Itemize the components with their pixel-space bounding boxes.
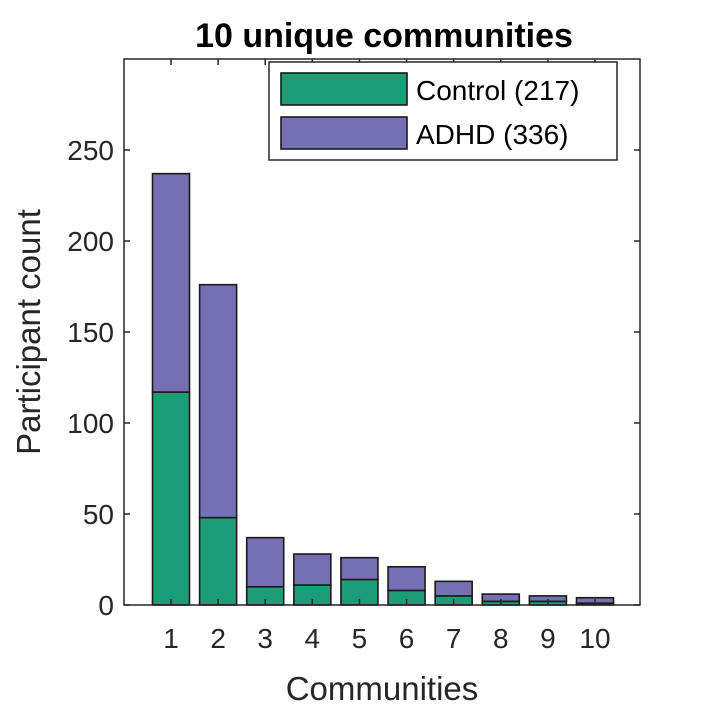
x-tick-label-10: 10 [579, 623, 610, 654]
bar-adhd-7 [434, 580, 473, 597]
bar-adhd-6 [387, 565, 426, 592]
x-tick-label-2: 2 [210, 623, 226, 654]
legend-swatch-control [280, 72, 408, 106]
y-tick-label-250: 250 [67, 135, 114, 166]
x-tick-label-4: 4 [305, 623, 321, 654]
x-tick-label-5: 5 [352, 623, 368, 654]
x-tick-label-1: 1 [163, 623, 179, 654]
bar-adhd-3 [245, 536, 285, 588]
bar-adhd-2 [198, 283, 238, 519]
x-tick-label-6: 6 [399, 623, 415, 654]
x-tick-label-3: 3 [257, 623, 273, 654]
x-tick-label-9: 9 [540, 623, 556, 654]
x-tick-label-7: 7 [446, 623, 462, 654]
y-tick-label-0: 0 [98, 590, 114, 621]
y-tick-label-100: 100 [67, 408, 114, 439]
y-tick-label-200: 200 [67, 226, 114, 257]
legend-label-control: Control (217) [416, 75, 579, 106]
y-axis-label: Participant count [10, 209, 47, 455]
y-tick-label-150: 150 [67, 317, 114, 348]
bar-control-2 [198, 516, 238, 606]
x-axis: 1 2 3 4 5 6 7 8 9 10 [163, 59, 611, 654]
chart-title: 10 unique communities [195, 17, 573, 55]
x-tick-label-8: 8 [493, 623, 509, 654]
bar-adhd-1 [151, 172, 191, 393]
y-tick-label-50: 50 [83, 499, 114, 530]
y-axis: 0 50 100 150 200 250 [67, 135, 640, 621]
legend-label-adhd: ADHD (336) [416, 119, 568, 150]
bar-control-1 [151, 391, 191, 606]
bar-adhd-4 [293, 553, 332, 586]
bars-group [151, 172, 615, 606]
legend: Control (217) ADHD (336) [268, 61, 618, 161]
x-axis-label: Communities [286, 670, 479, 707]
legend-swatch-adhd [280, 116, 408, 150]
bar-adhd-5 [340, 556, 379, 581]
